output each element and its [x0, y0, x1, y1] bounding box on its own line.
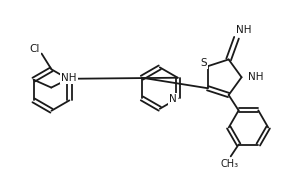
- Text: NH: NH: [61, 73, 77, 83]
- Text: NH: NH: [248, 72, 264, 82]
- Text: S: S: [201, 58, 207, 68]
- Text: Cl: Cl: [30, 44, 40, 54]
- Text: CH₃: CH₃: [221, 159, 239, 169]
- Text: N: N: [169, 94, 177, 104]
- Text: NH: NH: [236, 25, 251, 35]
